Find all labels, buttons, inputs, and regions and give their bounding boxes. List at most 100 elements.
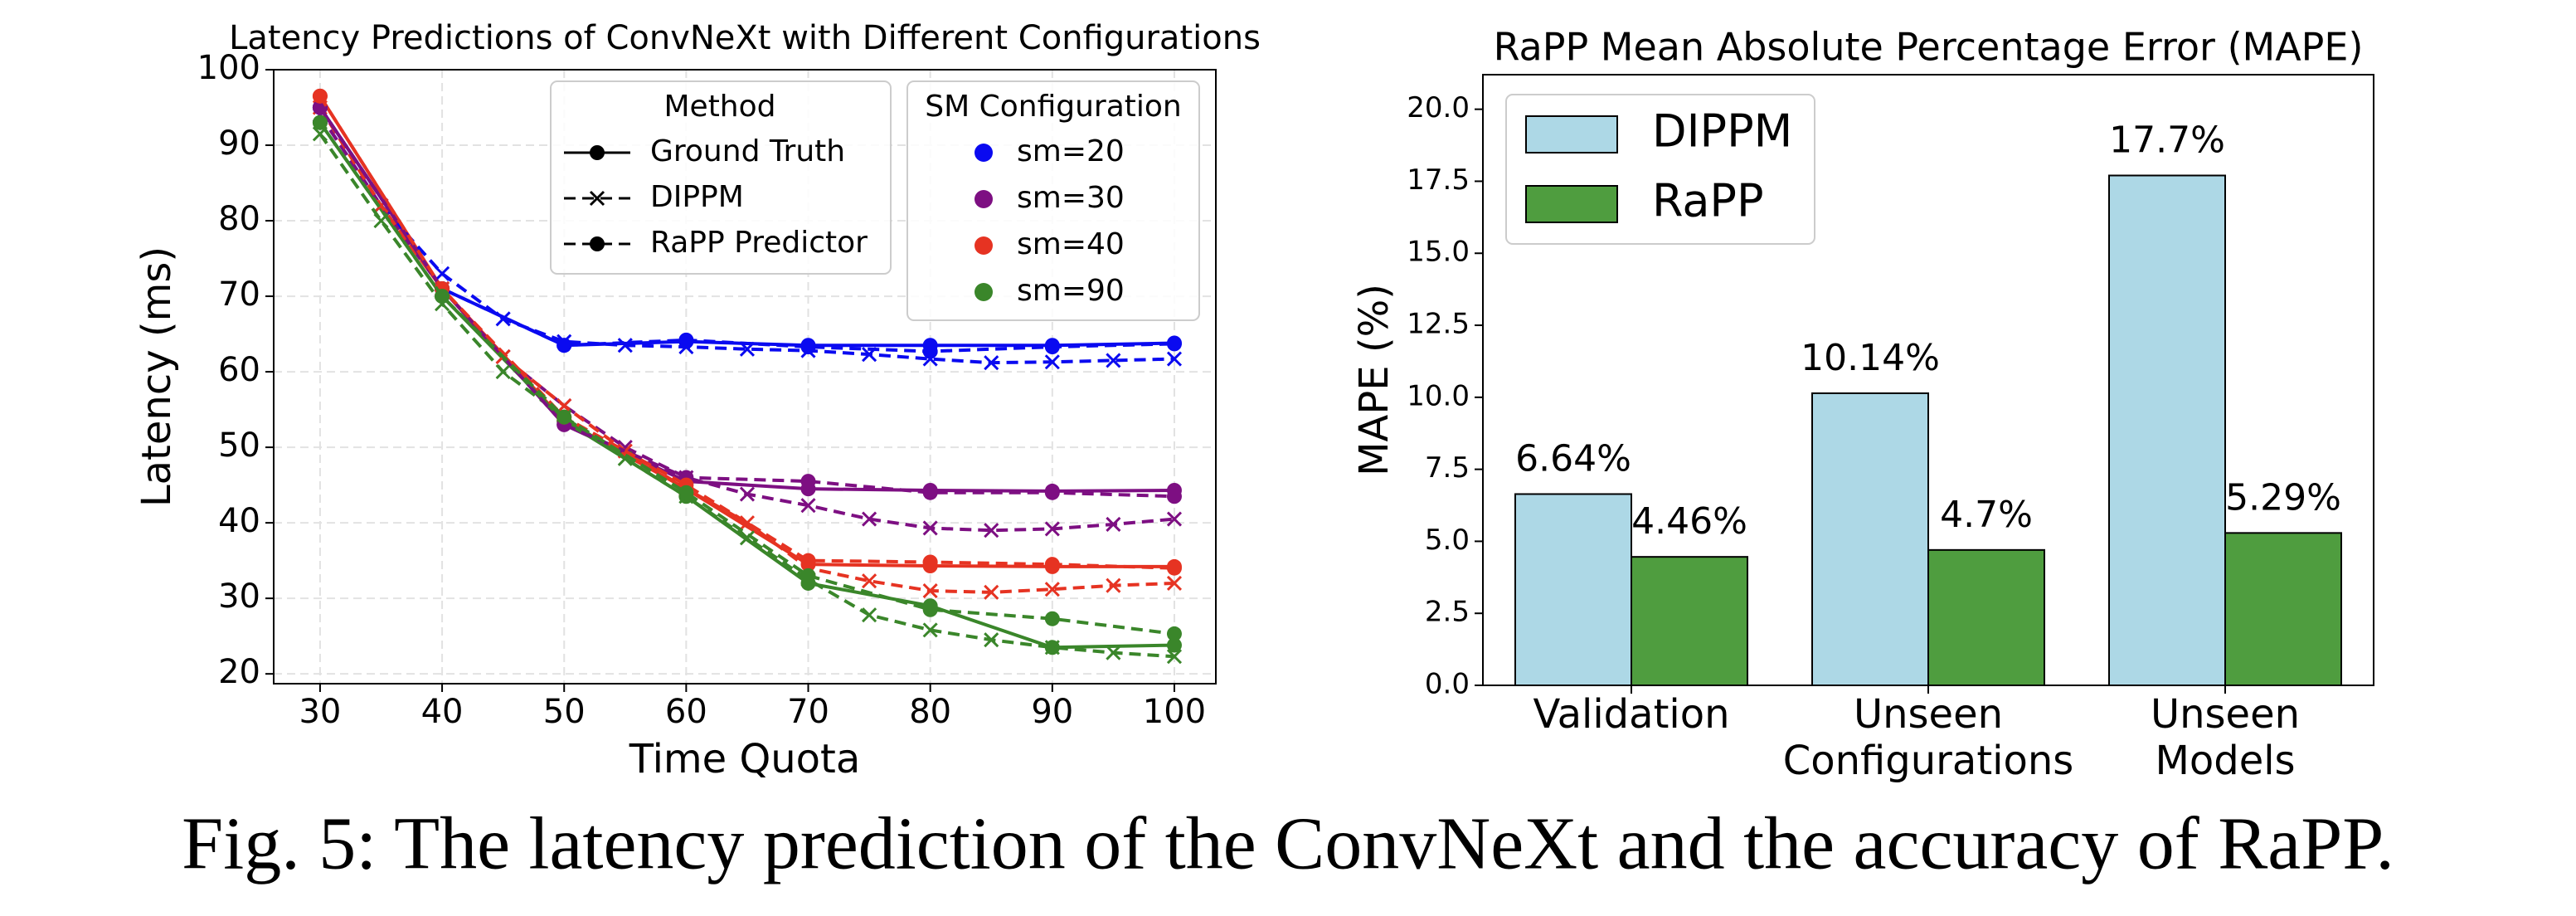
marker [678,332,694,348]
marker [1044,485,1060,500]
marker [800,339,816,355]
marker [435,266,450,281]
chart-title: RaPP Mean Absolute Percentage Error (MAP… [1494,25,2364,70]
marker [984,523,999,538]
marker [435,289,450,305]
y-tick-label: 15.0 [1407,236,1470,269]
series-line [318,133,1175,659]
bar [2224,532,2342,686]
x-tick-label: 80 [909,693,951,731]
bar [1631,556,1748,687]
value-label: 10.14% [1801,337,1940,379]
y-tick-label: 5.0 [1425,524,1470,557]
y-tick-label: 10.0 [1407,379,1470,412]
marker [862,573,877,589]
legend-label: RaPP [1652,175,1764,227]
marker [984,355,999,371]
legend-marker [975,236,993,255]
legend-marker [975,144,993,162]
marker [739,486,756,502]
marker [617,338,633,353]
y-tick-label: 70 [218,275,260,314]
y-tick-label: 20 [218,653,260,691]
x-axis-label: Time Quota [629,736,861,782]
value-label: 5.29% [2225,476,2341,519]
marker [922,622,938,638]
marker [1106,353,1121,368]
y-tick-label: 30 [218,577,260,616]
marker [984,584,999,600]
legend-marker [590,236,605,251]
plot-frame [273,69,1217,685]
marker [678,485,694,500]
marker [922,485,938,500]
y-tick-label: 100 [197,49,260,87]
marker [1106,516,1121,533]
chart-title: Latency Predictions of ConvNeXt with Dif… [229,19,1261,57]
marker [1044,640,1060,655]
x-tick-label: 50 [543,693,586,731]
y-tick-label: 20.0 [1407,91,1470,124]
marker [1044,611,1060,626]
legend-label: Ground Truth [650,134,845,168]
legend-label: DIPPM [1652,105,1792,158]
bar [2108,174,2226,686]
x-tick-label: 60 [665,693,707,731]
marker [557,338,572,353]
legend-marker [975,283,993,301]
bar [1927,548,2045,687]
legend-marker [589,190,605,207]
legend-title: Method [663,90,775,124]
legend-label: sm=30 [1017,181,1125,215]
marker [1166,489,1182,504]
marker [922,520,938,536]
marker [1166,351,1183,367]
legend-box [550,80,892,275]
marker [1166,575,1183,592]
series-line [318,106,1175,353]
x-tick-label: Validation [1533,691,1729,738]
marker [312,88,328,104]
y-tick-label: 0.0 [1425,668,1470,701]
series-line [318,106,1175,499]
marker [312,114,328,130]
marker [1166,511,1183,527]
marker [922,582,938,599]
marker [557,397,572,414]
x-tick-label: 70 [787,693,829,731]
marker [922,554,938,570]
legend-label: DIPPM [650,180,744,214]
marker [1166,637,1182,653]
marker [739,530,756,546]
bar [1514,493,1632,686]
marker [800,568,816,583]
legend-marker [590,145,605,160]
legend-label: sm=90 [1017,274,1125,308]
series-line [318,121,1175,636]
bar [1811,392,1929,686]
marker [1044,582,1060,597]
legend-title: SM Configuration [925,90,1182,124]
y-axis-label: MAPE (%) [1351,284,1397,476]
marker [922,602,938,617]
x-tick-label: 30 [299,693,341,731]
value-label: 17.7% [2109,119,2225,162]
y-tick-label: 80 [218,200,260,238]
legend-marker [975,190,993,208]
y-tick-label: 2.5 [1425,596,1470,629]
marker [984,632,999,648]
marker [1106,577,1121,593]
value-label: 4.46% [1631,500,1747,543]
x-tick-label: 40 [421,693,464,731]
marker [1166,336,1182,352]
legend-label: sm=20 [1017,134,1125,168]
marker [922,344,938,359]
marker [1166,649,1183,665]
x-tick-label: 90 [1031,693,1073,731]
marker [800,474,816,490]
legend-swatch [1525,185,1618,223]
y-tick-label: 17.5 [1407,163,1470,197]
legend-swatch [1525,115,1618,153]
x-tick-label: Configurations [1783,738,2074,784]
marker [1106,645,1121,660]
